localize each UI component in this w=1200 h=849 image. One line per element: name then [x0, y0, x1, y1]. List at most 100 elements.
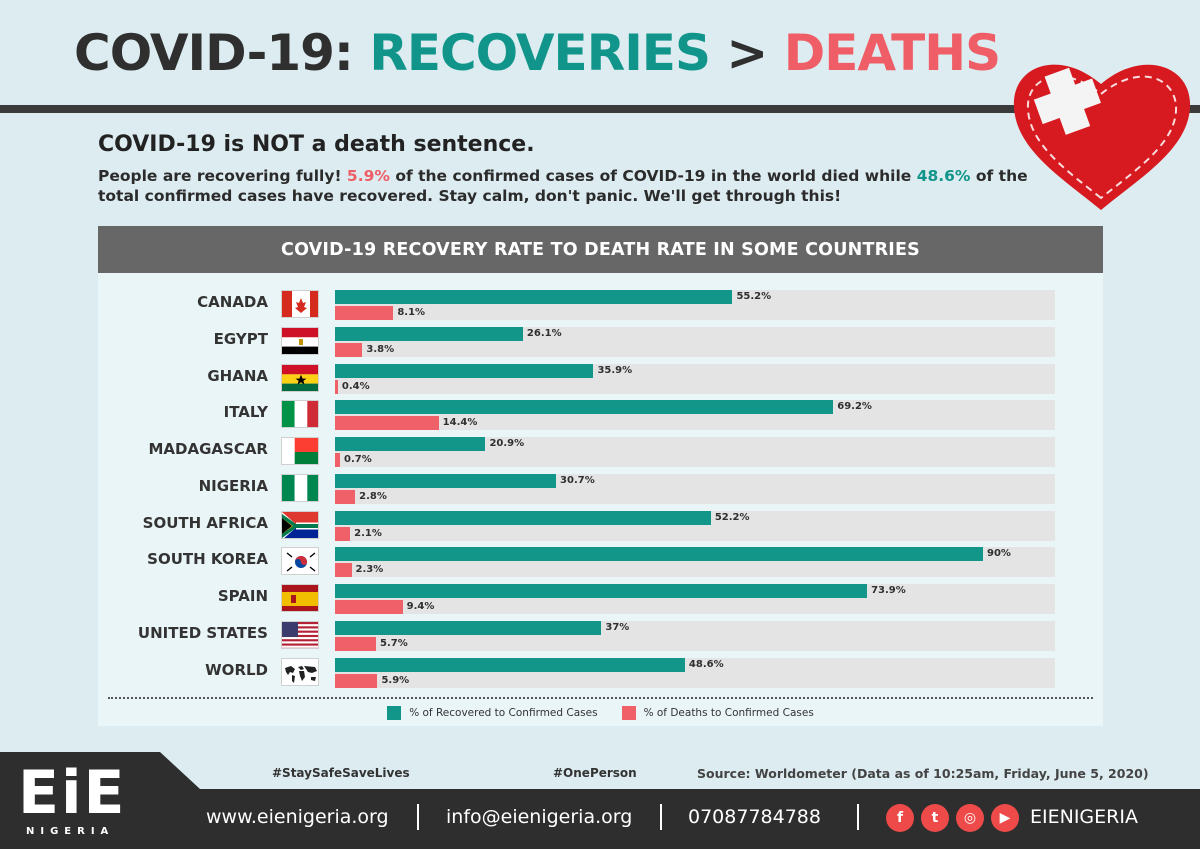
bar-deaths — [335, 526, 351, 541]
legend-item-recovered: % of Recovered to Confirmed Cases — [387, 704, 598, 722]
bar-deaths — [335, 600, 403, 614]
bar-recovered — [335, 326, 523, 341]
bar-track: 52.2% 2.1% — [335, 510, 1055, 541]
south-korea-flag — [281, 547, 319, 576]
data-label-deaths: 0.4% — [341, 380, 370, 392]
bar-recovered — [335, 657, 685, 672]
data-label-deaths: 8.1% — [397, 307, 426, 318]
website-link[interactable]: www.eienigeria.org — [206, 806, 389, 828]
bar-deaths — [335, 636, 377, 651]
chart-row: EGYPT 26.1% 3.8% — [98, 325, 1103, 359]
bar-track: 20.9% 0.7% — [335, 437, 1055, 467]
data-label-deaths: 5.9% — [381, 674, 410, 686]
bar-track: 37% 5.7% — [335, 620, 1055, 651]
bar-recovered — [335, 547, 983, 562]
bar-deaths — [335, 563, 352, 578]
data-label-recovered: 55.2% — [736, 291, 772, 302]
bar-deaths — [335, 673, 378, 688]
data-label-recovered: 20.9% — [489, 438, 525, 449]
data-label-recovered: 35.9% — [597, 364, 633, 376]
bar-track: 90% 2.3% — [335, 547, 1055, 578]
chart-row: SOUTH AFRICA 52.2% 2.1% — [98, 509, 1103, 543]
data-label-deaths: 0.7% — [344, 454, 372, 465]
chart-row: CANADA 55.2% 8.1% — [98, 288, 1103, 322]
legend-swatch-recovered — [387, 706, 402, 720]
eie-logo: EiE — [18, 758, 127, 828]
chart-title: COVID-19 RECOVERY RATE TO DEATH RATE IN … — [98, 226, 1103, 273]
chart-divider — [108, 697, 1093, 699]
bar-track: 30.7% 2.8% — [335, 473, 1055, 504]
country-label: ITALY — [223, 403, 268, 422]
logo-wedge — [160, 752, 200, 789]
bar-recovered — [335, 290, 733, 304]
intro-s2: of the confirmed cases of COVID-19 in th… — [389, 167, 917, 185]
country-label: UNITED STATES — [137, 623, 268, 642]
hashtag-oneperson: #OnePerson — [553, 766, 637, 780]
data-label-recovered: 48.6% — [688, 658, 724, 670]
phone-number: 07087784788 — [688, 806, 821, 828]
twitter-icon[interactable]: t — [921, 804, 949, 832]
data-label-deaths: 2.3% — [355, 564, 384, 576]
bar-deaths — [335, 379, 338, 394]
title-part-recoveries: RECOVERIES — [369, 24, 711, 82]
bar-deaths — [335, 306, 394, 320]
youtube-icon[interactable]: ▶ — [991, 804, 1019, 832]
bar-deaths — [335, 453, 341, 467]
country-label: EGYPT — [213, 329, 268, 348]
bar-recovered — [335, 584, 868, 598]
data-label-deaths: 3.8% — [366, 343, 395, 355]
bar-recovered — [335, 400, 834, 415]
data-label-recovered: 73.9% — [871, 585, 906, 596]
data-label-recovered: 37% — [605, 621, 630, 633]
chart-row: NIGERIA 30.7% 2.8% — [98, 472, 1103, 506]
instagram-icon[interactable]: ◎ — [956, 804, 984, 832]
south-africa-flag — [281, 510, 319, 539]
eie-logo-subtitle: NIGERIA — [26, 826, 115, 837]
chart-row: GHANA 35.9% 0.4% — [98, 362, 1103, 396]
title-part-gt: > — [709, 24, 784, 82]
logo-block — [0, 752, 160, 849]
intro-recovered-pct: 48.6% — [916, 167, 971, 185]
italy-flag — [281, 400, 319, 429]
data-label-deaths: 2.1% — [354, 527, 382, 539]
nigeria-flag — [281, 473, 319, 502]
intro-s1: People are recovering fully! — [98, 167, 347, 185]
bar-recovered — [335, 620, 602, 635]
bar-track: 35.9% 0.4% — [335, 363, 1055, 394]
spain-flag — [281, 584, 319, 612]
data-label-deaths: 2.8% — [359, 490, 387, 502]
bar-recovered — [335, 510, 711, 525]
hashtag-staysafe: #StaySafeSaveLives — [272, 766, 410, 780]
data-label-recovered: 26.1% — [526, 327, 562, 339]
madagascar-flag — [281, 437, 319, 465]
ghana-flag — [281, 363, 319, 392]
chart-row: UNITED STATES 37% 5.7% — [98, 619, 1103, 653]
canada-flag — [281, 290, 319, 318]
legend-label-recovered: % of Recovered to Confirmed Cases — [409, 707, 598, 719]
heart-icon — [1013, 64, 1191, 210]
title-rule — [0, 105, 1200, 113]
country-label: WORLD — [205, 660, 268, 679]
bar-track: 55.2% 8.1% — [335, 290, 1055, 320]
country-label: GHANA — [207, 366, 268, 385]
data-label-recovered: 52.2% — [714, 511, 750, 523]
bar-recovered — [335, 473, 557, 488]
title-part-deaths: DEATHS — [783, 24, 1001, 82]
egypt-flag — [281, 326, 319, 355]
data-label-deaths: 9.4% — [406, 601, 435, 612]
legend-label-deaths: % of Deaths to Confirmed Cases — [643, 707, 814, 719]
brand-handle: EIENIGERIA — [1030, 806, 1138, 828]
world-map-icon — [281, 657, 319, 686]
intro-s3: of the total confirmed cases have recove… — [98, 167, 1028, 205]
facebook-icon[interactable]: f — [886, 804, 914, 832]
data-label-deaths: 14.4% — [442, 417, 478, 429]
bar-deaths — [335, 416, 439, 431]
usa-flag — [281, 620, 319, 649]
email-link[interactable]: info@eienigeria.org — [446, 806, 633, 828]
footer-separator — [857, 804, 859, 830]
data-label-recovered: 30.7% — [560, 474, 595, 486]
bar-track: 73.9% 9.4% — [335, 584, 1055, 614]
bar-recovered — [335, 363, 594, 378]
chart-legend: % of Recovered to Confirmed Cases % of D… — [98, 704, 1103, 722]
footer-separator — [417, 804, 419, 830]
